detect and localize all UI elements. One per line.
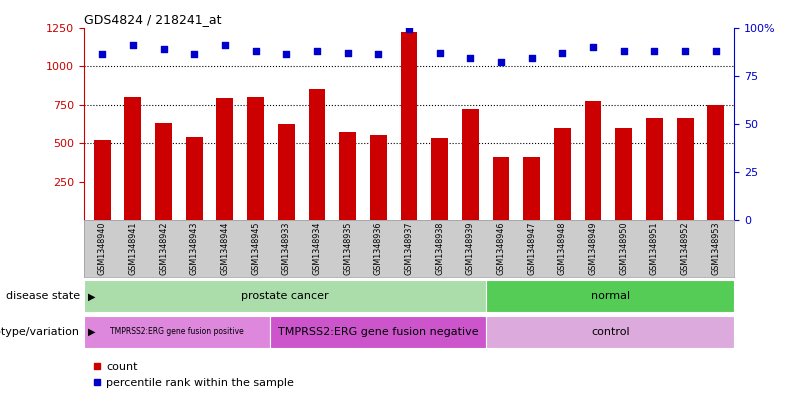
Bar <box>677 118 693 220</box>
Bar <box>523 157 540 220</box>
Point <box>219 42 231 48</box>
Text: TMPRSS2:ERG gene fusion negative: TMPRSS2:ERG gene fusion negative <box>278 327 478 337</box>
Point <box>157 46 170 52</box>
Bar <box>84 316 270 348</box>
Point <box>587 44 599 50</box>
Bar <box>646 118 663 220</box>
Bar <box>492 157 509 220</box>
Bar <box>309 89 326 220</box>
Bar <box>270 316 487 348</box>
Point <box>464 55 476 61</box>
Bar <box>93 140 111 220</box>
Bar <box>124 97 141 220</box>
Text: GSM1348949: GSM1348949 <box>589 222 598 275</box>
Point <box>525 55 538 61</box>
Point <box>280 51 293 58</box>
Point <box>556 50 569 56</box>
Bar <box>554 128 571 220</box>
Bar <box>339 132 356 220</box>
Text: GSM1348933: GSM1348933 <box>282 222 290 275</box>
Text: GSM1348937: GSM1348937 <box>405 222 413 275</box>
Point <box>249 48 262 54</box>
Point <box>127 42 140 48</box>
Text: GSM1348935: GSM1348935 <box>343 222 352 275</box>
Point <box>402 26 415 33</box>
Text: GSM1348951: GSM1348951 <box>650 222 659 275</box>
Bar <box>84 280 487 312</box>
Text: GSM1348947: GSM1348947 <box>527 222 536 275</box>
Text: ▶: ▶ <box>88 327 95 337</box>
Text: GSM1348939: GSM1348939 <box>466 222 475 275</box>
Text: disease state: disease state <box>6 291 80 301</box>
Bar <box>487 316 734 348</box>
Point <box>372 51 385 58</box>
Text: GSM1348953: GSM1348953 <box>711 222 721 275</box>
Text: GSM1348948: GSM1348948 <box>558 222 567 275</box>
Bar <box>585 101 602 220</box>
Text: genotype/variation: genotype/variation <box>0 327 80 337</box>
Text: GSM1348936: GSM1348936 <box>373 222 383 275</box>
Text: GSM1348945: GSM1348945 <box>251 222 260 275</box>
Text: count: count <box>106 362 137 373</box>
Bar <box>615 128 632 220</box>
Bar <box>247 97 264 220</box>
Bar <box>186 137 203 220</box>
Text: GSM1348952: GSM1348952 <box>681 222 689 275</box>
Text: GDS4824 / 218241_at: GDS4824 / 218241_at <box>84 13 221 26</box>
Text: TMPRSS2:ERG gene fusion positive: TMPRSS2:ERG gene fusion positive <box>110 327 243 336</box>
Point <box>433 50 446 56</box>
Point <box>96 51 109 58</box>
Bar <box>462 109 479 220</box>
Bar <box>401 32 417 220</box>
Text: ▶: ▶ <box>88 291 95 301</box>
Bar <box>155 123 172 220</box>
Bar <box>278 124 294 220</box>
Point <box>495 59 508 65</box>
Text: GSM1348950: GSM1348950 <box>619 222 628 275</box>
Point <box>342 50 354 56</box>
Text: GSM1348942: GSM1348942 <box>159 222 168 275</box>
Text: prostate cancer: prostate cancer <box>241 291 329 301</box>
Text: percentile rank within the sample: percentile rank within the sample <box>106 378 294 388</box>
Text: GSM1348941: GSM1348941 <box>128 222 137 275</box>
Point <box>618 48 630 54</box>
Text: GSM1348938: GSM1348938 <box>435 222 444 275</box>
Text: GSM1348940: GSM1348940 <box>97 222 107 275</box>
Text: GSM1348944: GSM1348944 <box>220 222 229 275</box>
Bar <box>216 98 233 220</box>
Text: GSM1348946: GSM1348946 <box>496 222 505 275</box>
Text: normal: normal <box>591 291 630 301</box>
Bar <box>369 135 387 220</box>
Point <box>709 48 722 54</box>
Text: GSM1348943: GSM1348943 <box>190 222 199 275</box>
Text: control: control <box>591 327 630 337</box>
Point <box>310 48 323 54</box>
Bar <box>487 280 734 312</box>
Point <box>648 48 661 54</box>
Point <box>678 48 691 54</box>
Bar <box>431 138 448 220</box>
Bar <box>707 105 725 220</box>
Point <box>188 51 200 58</box>
Text: GSM1348934: GSM1348934 <box>313 222 322 275</box>
